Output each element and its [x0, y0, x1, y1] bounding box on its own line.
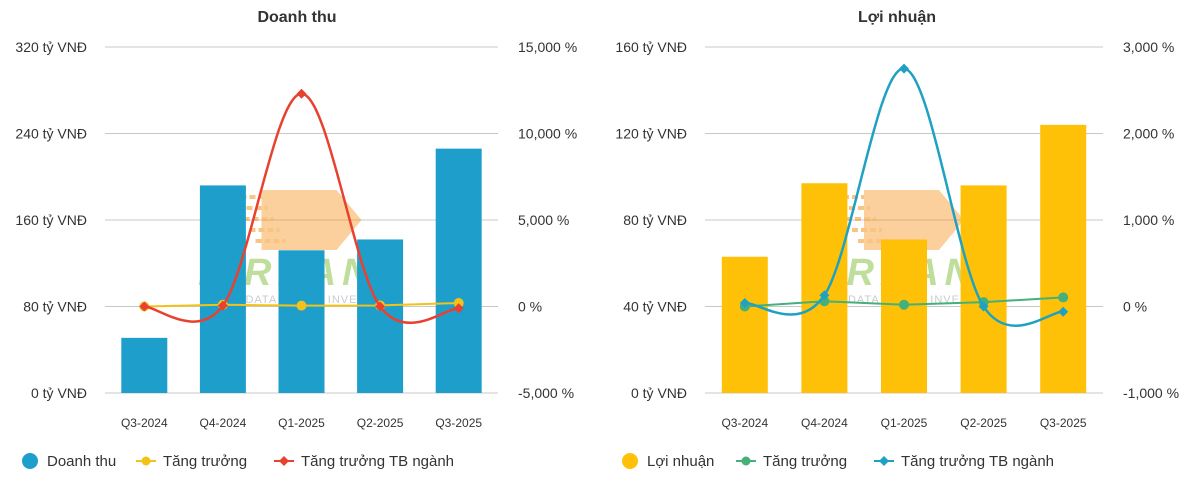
left-tick-label: 80 tỷ VNĐ: [623, 212, 687, 228]
right-tick-label: 15,000 %: [518, 39, 577, 55]
left-tick-label: 80 tỷ VNĐ: [23, 299, 87, 315]
category-label: Q3-2024: [721, 416, 768, 430]
bar-Q1-2025[interactable]: [881, 239, 927, 393]
industry-point-Q1-2025[interactable]: [899, 63, 909, 74]
legend-label: Tăng trưởng TB ngành: [301, 453, 454, 470]
bar-Q3-2024[interactable]: [721, 256, 768, 393]
category-label: Q2-2025: [357, 416, 404, 430]
legend-circle-icon: [622, 453, 638, 469]
growth-point-Q1-2025[interactable]: [899, 299, 909, 310]
legend-diamond-icon: [279, 456, 289, 466]
right-tick-label: 3,000 %: [1123, 39, 1174, 55]
right-tick-label: -1,000 %: [1123, 385, 1179, 401]
right-tick-label: 10,000 %: [518, 126, 577, 142]
category-label: Q3-2025: [435, 416, 482, 430]
watermark-arrow: [261, 190, 362, 250]
category-label: Q2-2025: [960, 416, 1007, 430]
legend-item[interactable]: Tăng trưởng: [136, 453, 247, 470]
industry-point-Q3-2025[interactable]: [1058, 306, 1069, 317]
industry-point-Q3-2025[interactable]: [453, 303, 464, 314]
growth-point-Q1-2025[interactable]: [296, 300, 307, 311]
chart-0: Doanh thu 0 tỷ VNĐ 80 tỷ VNĐ 160 tỷ VNĐ 240 …: [15, 9, 577, 470]
right-tick-label: 5,000 %: [518, 212, 569, 228]
bar-Q1-2025[interactable]: [278, 250, 325, 393]
left-tick-label: 320 tỷ VNĐ: [15, 39, 87, 55]
right-tick-label: 1,000 %: [1123, 212, 1174, 228]
chart-title: Lợi nhuận: [858, 9, 936, 26]
bar-Q3-2025[interactable]: [435, 148, 482, 393]
legend-item[interactable]: Lợi nhuận: [622, 453, 714, 470]
legend-label: Tăng trưởng TB ngành: [901, 453, 1054, 470]
growth-point-Q3-2025[interactable]: [1058, 292, 1069, 303]
right-tick-label: 0 %: [1123, 299, 1147, 315]
left-tick-label: 240 tỷ VNĐ: [15, 126, 87, 142]
industry-point-Q2-2025[interactable]: [375, 301, 386, 312]
right-tick-label: 0 %: [518, 299, 542, 315]
chart-title: Doanh thu: [257, 9, 336, 26]
bar-Q2-2025[interactable]: [960, 185, 1007, 393]
industry-point-Q4-2024[interactable]: [217, 300, 228, 311]
legend-item[interactable]: Tăng trưởng TB ngành: [274, 453, 454, 470]
category-label: Q3-2024: [121, 416, 168, 430]
legend-label: Doanh thu: [47, 453, 116, 470]
legend-item[interactable]: Tăng trưởng TB ngành: [874, 453, 1054, 470]
right-tick-label: 2,000 %: [1123, 126, 1174, 142]
left-tick-label: 0 tỷ VNĐ: [31, 385, 87, 401]
bar-Q4-2024[interactable]: [199, 185, 246, 393]
category-label: Q1-2025: [881, 416, 928, 430]
industry-point-Q3-2024[interactable]: [139, 301, 150, 312]
bar-Q4-2024[interactable]: [801, 183, 848, 393]
chart-1: Lợi nhuận 0 tỷ VNĐ 40 tỷ VNĐ 80 tỷ VNĐ 120 t…: [615, 9, 1179, 470]
legend-marker-icon: [141, 456, 151, 466]
category-label: Q4-2024: [200, 416, 247, 430]
bar-Q2-2025[interactable]: [357, 239, 404, 393]
growth-point-Q3-2025[interactable]: [453, 298, 464, 309]
legend-marker-icon: [741, 456, 751, 466]
legend-label: Tăng trưởng: [763, 453, 847, 470]
left-tick-label: 160 tỷ VNĐ: [615, 39, 687, 55]
left-tick-label: 120 tỷ VNĐ: [615, 126, 687, 142]
legend-label: Lợi nhuận: [647, 453, 714, 470]
industry-point-Q3-2024[interactable]: [739, 298, 750, 309]
right-tick-label: -5,000 %: [518, 385, 574, 401]
legend-item[interactable]: Tăng trưởng: [736, 453, 847, 470]
legend-label: Tăng trưởng: [163, 453, 247, 470]
category-label: Q1-2025: [278, 416, 325, 430]
legend-circle-icon: [22, 453, 38, 469]
bar-Q3-2025[interactable]: [1040, 124, 1087, 393]
legend-diamond-icon: [879, 456, 889, 466]
left-tick-label: 160 tỷ VNĐ: [15, 212, 87, 228]
category-label: Q4-2024: [801, 416, 848, 430]
watermark-arrow: [864, 190, 964, 250]
legend-item[interactable]: Doanh thu: [22, 453, 116, 470]
industry-point-Q1-2025[interactable]: [296, 88, 307, 99]
left-tick-label: 40 tỷ VNĐ: [623, 299, 687, 315]
category-label: Q3-2025: [1040, 416, 1087, 430]
left-tick-label: 0 tỷ VNĐ: [631, 385, 687, 401]
industry-point-Q2-2025[interactable]: [978, 301, 989, 312]
industry-point-Q4-2024[interactable]: [819, 290, 830, 301]
bar-Q3-2024[interactable]: [121, 337, 168, 393]
